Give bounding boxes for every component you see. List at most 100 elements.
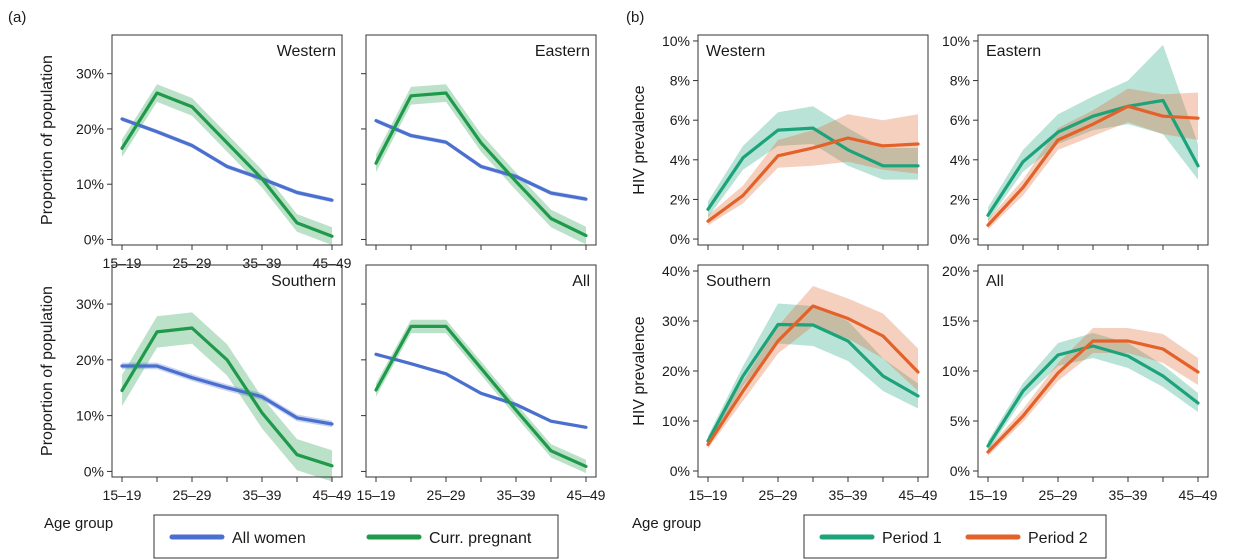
panel-b-western-point-period-2-6: [917, 143, 920, 146]
panel-a-eastern-line-curr-pregnant: [374, 91, 588, 238]
panel-a-label: (a): [8, 9, 26, 26]
panel-b-western-point-period-1-3: [812, 127, 815, 130]
panel-a-eastern-point-all-women-6: [585, 198, 588, 201]
panel-b-southern-point-period-2-4: [847, 317, 850, 320]
panel-b-all-frame: [977, 264, 1209, 478]
panel-a-southern-point-curr-pregnant-1: [156, 330, 159, 333]
panel-b-all-point-period-1-6: [1197, 402, 1200, 405]
panel-b-eastern-point-period-2-3: [1092, 123, 1095, 126]
panel-a-southern-ytick-label-1: 10%: [76, 408, 104, 424]
panel-a-all-point-curr-pregnant-4: [515, 409, 518, 412]
panel-a-southern: 0% 10% 20% 30% 15–19 25–29 35–39 45–49 Southern P…: [39, 264, 352, 503]
panel-b-all-band-period-1: [988, 333, 1198, 451]
panel-a-eastern-point-curr-pregnant-0: [375, 162, 378, 165]
panel-a-western-band-curr-pregnant: [122, 84, 332, 245]
legend-label-period-1: Period 1: [882, 530, 942, 547]
panel-b-all-point-period-2-5: [1162, 348, 1165, 351]
panel-b-eastern-ytick-label-1: 2%: [950, 191, 970, 207]
panel-a-all-point-all-women-4: [515, 403, 518, 406]
panel-b-southern-xtick-label-2: 35–39: [829, 487, 868, 503]
panel-b-eastern-point-period-1-2: [1057, 131, 1060, 134]
panel-b-southern-point-period-1-6: [917, 395, 920, 398]
panel-a-all-point-curr-pregnant-6: [585, 465, 588, 468]
panel-b-southern-point-period-2-3: [812, 305, 815, 308]
panel-b-all-ytick-label-0: 0%: [950, 463, 970, 479]
legend-label-all-women: All women: [232, 530, 306, 547]
panel-a-all-point-all-women-1: [410, 362, 413, 365]
panel-a-southern-xtick-label-3: 45–49: [313, 487, 352, 503]
panel-b-western-point-period-2-0: [707, 220, 710, 223]
panel-b-western-point-period-2-3: [812, 146, 815, 149]
panel-b-western-point-period-2-1: [742, 194, 745, 197]
panel-b-all-point-period-2-4: [1127, 340, 1130, 343]
panel-a-all-point-curr-pregnant-0: [375, 389, 378, 392]
panel-b-southern-line-period-1: [706, 322, 920, 443]
panel-a-western-ytick-label-1: 10%: [76, 176, 104, 192]
panel-b-eastern-ytick-label-5: 10%: [942, 33, 970, 49]
panel-a-western-point-all-women-5: [296, 191, 299, 194]
panel-a-southern-ytick-label-0: 0%: [84, 463, 104, 479]
panel-a-all: 15–19 25–29 35–39 45–49 All: [357, 264, 606, 503]
panel-a-western-point-curr-pregnant-3: [226, 141, 229, 144]
panel-a-western-line-all-women: [120, 117, 334, 202]
panel-a-eastern-point-all-women-3: [480, 165, 483, 168]
panel-b-eastern-point-period-1-3: [1092, 115, 1095, 118]
panel-a-eastern-point-all-women-2: [445, 141, 448, 144]
panel-a-western-point-all-women-3: [226, 165, 229, 168]
panel-b-all-ytick-label-4: 20%: [942, 263, 970, 279]
panel-b-eastern-point-period-2-4: [1127, 105, 1130, 108]
panel-b-western-point-period-2-4: [847, 137, 850, 140]
panel-a-eastern-line-all-women: [374, 119, 588, 201]
panel-a-all-band-curr-pregnant: [376, 319, 586, 474]
panel-b-western-point-period-1-2: [777, 129, 780, 132]
panel-b-all-xtick-label-2: 35–39: [1109, 487, 1148, 503]
panel-b-southern-point-period-2-2: [777, 340, 780, 343]
panel-a-southern-point-curr-pregnant-3: [226, 358, 229, 361]
panel-b-western-point-period-2-2: [777, 154, 780, 157]
panel-b-eastern-point-period-2-1: [1022, 186, 1025, 189]
panel-b-southern-ylabel: HIV prevalence: [631, 316, 648, 425]
panel-b-all-point-period-1-4: [1127, 355, 1130, 358]
panel-a-eastern-point-all-women-5: [550, 192, 553, 195]
panel-b-all-point-period-2-3: [1092, 340, 1095, 343]
panel-a-all-line-curr-pregnant: [374, 324, 588, 468]
panel-a-southern-xtick-label-2: 35–39: [243, 487, 282, 503]
panel-b-all-point-period-2-1: [1022, 415, 1025, 418]
panel-b-label: (b): [626, 9, 644, 26]
panel-b-western-ytick-label-2: 4%: [670, 152, 690, 168]
panel-b-western-ytick-label-3: 6%: [670, 112, 690, 128]
panel-a-western-point-all-women-1: [156, 130, 159, 133]
panel-b-southern-point-period-1-1: [742, 375, 745, 378]
panel-b-eastern-ytick-label-2: 4%: [950, 152, 970, 168]
panel-a-western-point-curr-pregnant-2: [191, 105, 194, 108]
panel-a-all-xtick-label-0: 15–19: [357, 487, 396, 503]
panel-b-all-ytick-label-1: 5%: [950, 413, 970, 429]
panel-b-western-line-period-1: [706, 126, 920, 211]
panel-b-all-point-period-1-0: [987, 445, 990, 448]
panel-b-western-band-period-1: [708, 106, 918, 218]
panel-a-eastern-point-curr-pregnant-5: [550, 217, 553, 220]
panel-b-southern-xtick-label-1: 25–29: [759, 487, 798, 503]
panel-a-southern-point-all-women-5: [296, 416, 299, 419]
panel-b-all: 0% 5% 10% 15% 20% 15–19 25–29 35–39 45–49 All: [942, 263, 1218, 503]
panel-a-western-ytick-label-2: 20%: [76, 121, 104, 137]
panel-b-southern-point-period-1-5: [882, 375, 885, 378]
panel-a-western-line-curr-pregnant: [120, 91, 334, 238]
panel-a-all-xtick-label-2: 35–39: [497, 487, 536, 503]
panel-b-western: 0% 2% 4% 6% 8% 10% Western HIV prevalence: [631, 33, 929, 250]
panel-b-eastern-point-period-1-6: [1197, 164, 1200, 167]
panel-b-western-point-period-1-0: [707, 208, 710, 211]
panel-a-southern-point-curr-pregnant-6: [331, 464, 334, 467]
panel-a-southern-point-curr-pregnant-5: [296, 453, 299, 456]
panel-b-all-point-period-1-2: [1057, 354, 1060, 357]
panel-b-southern-point-period-2-0: [707, 443, 710, 446]
panel-a-eastern-point-curr-pregnant-3: [480, 141, 483, 144]
panel-a-eastern-title: Eastern: [535, 43, 590, 60]
panel-a-all-line-all-women: [374, 352, 588, 429]
panel-a-western-point-curr-pregnant-1: [156, 92, 159, 95]
panel-a-western-xtick-label-1: 25–29: [173, 255, 212, 271]
panel-b-all-point-period-1-1: [1022, 390, 1025, 393]
panel-b-southern-point-period-1-3: [812, 324, 815, 327]
panel-a-southern-point-curr-pregnant-0: [121, 389, 124, 392]
panel-b-all-line-period-2: [986, 339, 1200, 454]
